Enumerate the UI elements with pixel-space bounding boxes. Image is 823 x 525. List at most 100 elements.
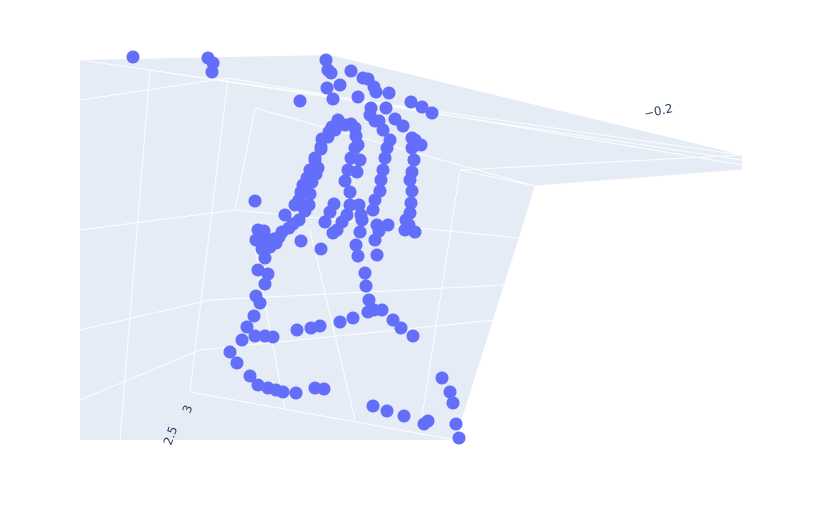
scatter-point[interactable] (326, 92, 340, 106)
scatter-point[interactable] (333, 315, 347, 329)
scatter-point[interactable] (396, 119, 410, 133)
scatter-point[interactable] (328, 123, 342, 137)
scatter-point[interactable] (344, 64, 358, 78)
scatter-point[interactable] (362, 293, 376, 307)
scatter-point[interactable] (404, 95, 418, 109)
scatter-point[interactable] (380, 141, 394, 155)
scatter-point[interactable] (379, 101, 393, 115)
scatter-point[interactable] (240, 320, 254, 334)
scatter-point[interactable] (446, 396, 460, 410)
scatter-point[interactable] (247, 309, 261, 323)
scatter-point[interactable] (378, 151, 392, 165)
scatter-point[interactable] (359, 279, 373, 293)
scatter-point[interactable] (370, 248, 384, 262)
scatter-point[interactable] (408, 133, 422, 147)
scatter-point[interactable] (366, 203, 380, 217)
scatter-point[interactable] (289, 386, 303, 400)
scatter-point[interactable] (403, 173, 417, 187)
scatter-point[interactable] (353, 225, 367, 239)
scatter-point[interactable] (415, 100, 429, 114)
scatter-point[interactable] (352, 198, 366, 212)
scatter-point[interactable] (376, 163, 390, 177)
scatter-point[interactable] (421, 414, 435, 428)
scatter-point[interactable] (398, 223, 412, 237)
scatter-point[interactable] (343, 185, 357, 199)
scatter-point[interactable] (386, 313, 400, 327)
scatter-point[interactable] (327, 197, 341, 211)
scatter-point[interactable] (304, 321, 318, 335)
scatter-point[interactable] (380, 404, 394, 418)
scatter-point[interactable] (324, 66, 338, 80)
scatter-point[interactable] (369, 85, 383, 99)
scatter-point[interactable] (269, 236, 283, 250)
scatter-point[interactable] (251, 263, 265, 277)
scatter-point[interactable] (343, 198, 357, 212)
scatter-point[interactable] (374, 173, 388, 187)
scatter-point[interactable] (294, 234, 308, 248)
scatter-point[interactable] (394, 321, 408, 335)
scatter-point[interactable] (408, 225, 422, 239)
grid-line (419, 169, 461, 431)
z-tick-label: 2.5 (161, 424, 181, 447)
scatter-point[interactable] (346, 311, 360, 325)
scatter-point[interactable] (205, 65, 219, 79)
scatter-point[interactable] (258, 251, 272, 265)
scatter-point[interactable] (251, 378, 265, 392)
scatter-point[interactable] (319, 53, 333, 67)
scatter-point[interactable] (351, 138, 365, 152)
scatter-point[interactable] (303, 163, 317, 177)
scatter-point[interactable] (266, 330, 280, 344)
scatter-point[interactable] (407, 153, 421, 167)
scatter-point[interactable] (366, 399, 380, 413)
scatter-point[interactable] (376, 123, 390, 137)
scatter-point[interactable] (368, 233, 382, 247)
scatter-point[interactable] (230, 356, 244, 370)
scatter-point[interactable] (257, 224, 271, 238)
scatter-point[interactable] (223, 345, 237, 359)
scatter-point[interactable] (375, 303, 389, 317)
scatter-point[interactable] (351, 90, 365, 104)
scatter-point[interactable] (405, 184, 419, 198)
scatter-point[interactable] (382, 86, 396, 100)
scatter-point[interactable] (435, 371, 449, 385)
scatter-point[interactable] (318, 215, 332, 229)
scatter-point[interactable] (235, 333, 249, 347)
scatter-point[interactable] (278, 208, 292, 222)
scatter-point[interactable] (317, 382, 331, 396)
scatter-point[interactable] (349, 238, 363, 252)
scatter-point[interactable] (355, 213, 369, 227)
scatter-point[interactable] (425, 106, 439, 120)
scatter-point[interactable] (258, 277, 272, 291)
scatter-point[interactable] (276, 385, 290, 399)
scatter-point[interactable] (326, 226, 340, 240)
scatter-point[interactable] (126, 50, 140, 64)
scatter-point[interactable] (248, 194, 262, 208)
scatter-point[interactable] (261, 267, 275, 281)
grid-line (79, 77, 229, 101)
scatter-point[interactable] (381, 218, 395, 232)
scatter-point[interactable] (358, 266, 372, 280)
scatter-point[interactable] (368, 193, 382, 207)
grid-line (189, 391, 456, 441)
scatter-point[interactable] (397, 409, 411, 423)
scatter-point[interactable] (338, 174, 352, 188)
scatter-point[interactable] (353, 153, 367, 167)
scatter-point[interactable] (253, 296, 267, 310)
scatter-point[interactable] (449, 417, 463, 431)
scatter-point[interactable] (452, 431, 466, 445)
scatter-point[interactable] (290, 323, 304, 337)
scatter-point[interactable] (243, 369, 257, 383)
scatter-point[interactable] (314, 242, 328, 256)
scatter-point[interactable] (320, 81, 334, 95)
scatter-point[interactable] (308, 151, 322, 165)
scatter-point[interactable] (351, 249, 365, 263)
scatter-point[interactable] (406, 329, 420, 343)
scatter-point[interactable] (350, 165, 364, 179)
scatter-point[interactable] (314, 140, 328, 154)
scatter-point[interactable] (248, 329, 262, 343)
scatter-point[interactable] (333, 78, 347, 92)
scatter-point[interactable] (404, 196, 418, 210)
scatter-point[interactable] (293, 94, 307, 108)
scatter-point[interactable] (443, 385, 457, 399)
